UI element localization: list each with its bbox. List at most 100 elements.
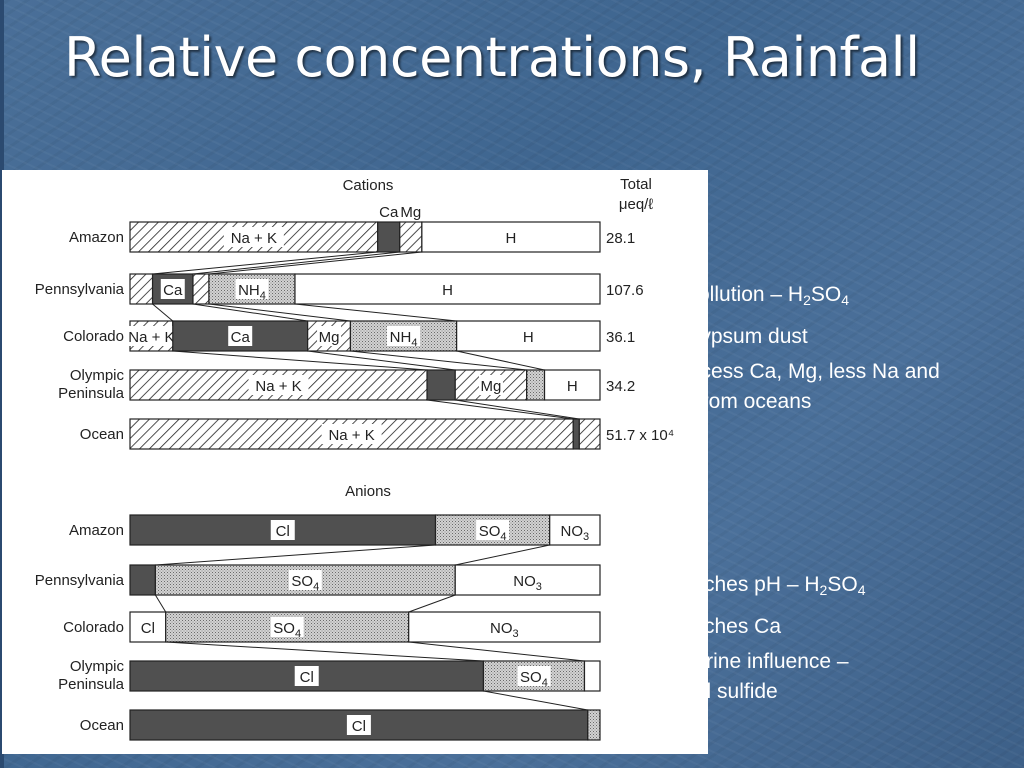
anion-connector-2-1 <box>165 641 484 662</box>
ion-concentration-chart: Cations Total μeq/ℓ Na + K H Amazon 28.1 Ca NH4​… <box>35 176 674 741</box>
cation-category-olympic-peninsula-line2: Peninsula <box>58 385 125 402</box>
cation-label-bg-pennsylvania-h <box>435 279 460 299</box>
anion-label-colorado-so4: SO4​ <box>273 620 301 640</box>
anion-label-olympic-peninsula-cl: Cl <box>300 669 314 686</box>
anion-bar-pennsylvania-cl <box>129 564 156 596</box>
anion-chart-title: Anions <box>345 483 391 500</box>
cation-connector-2-1 <box>172 350 428 371</box>
anion-label-bg-amazon-no3 <box>558 520 592 540</box>
cation-connector-0-3 <box>208 251 422 275</box>
cation-connector-2-4 <box>456 350 545 371</box>
anion-label-bg-amazon-so4 <box>476 520 510 540</box>
note-so4-ph: SO4 matches pH – H2SO4 <box>625 573 866 598</box>
cation-bar-ocean-mg <box>578 418 601 450</box>
anion-bar-olympic-peninsula-no3 <box>583 660 601 692</box>
cation-connector-1-4 <box>294 303 457 322</box>
anion-label-colorado-cl: Cl <box>141 620 155 637</box>
cation-category-pennsylvania: Pennsylvania <box>35 281 125 298</box>
cation-label-olympic-peninsula-na-k: Na + K <box>255 378 301 395</box>
note-pollution: Pollution – H2SO4 <box>684 283 850 308</box>
total-units: μeq/ℓ <box>619 196 653 213</box>
cation-label-olympic-peninsula-h: H <box>567 378 578 395</box>
total-header: Total <box>620 176 652 193</box>
anion-category-pennsylvania: Pennsylvania <box>35 572 125 589</box>
cation-bar-amazon-mg <box>399 221 423 253</box>
anion-label-bg-colorado-so4 <box>270 617 304 637</box>
cation-label-colorado-na-k: Na + K <box>128 329 174 346</box>
note-gypsum: Gypsum dust <box>684 325 808 348</box>
cation-category-olympic-peninsula-line1: Olympic <box>70 367 125 384</box>
cation-label-bg-olympic-peninsula-na-k <box>248 375 309 395</box>
cation-connector-1-1 <box>152 303 174 322</box>
anion-bar-ocean-so4 <box>587 709 601 741</box>
anion-label-pennsylvania-so4: SO4​ <box>291 573 319 593</box>
anion-connector-1-2 <box>408 594 456 613</box>
cation-total-olympic-peninsula: 34.2 <box>606 378 635 395</box>
cation-chart-title: Cations <box>343 177 394 194</box>
cation-label-bg-amazon-na-k <box>223 227 284 247</box>
cation-label-bg-colorado-mg <box>317 326 342 346</box>
anion-label-bg-pennsylvania-so4 <box>288 570 322 590</box>
cation-label-bg-pennsylvania-ca <box>160 279 185 299</box>
cation-bar-pennsylvania-mg <box>192 273 210 305</box>
cation-connector-3-1 <box>426 399 574 420</box>
cation-label-colorado-mg: Mg <box>319 329 340 346</box>
cation-label-ocean-na-k: Na + K <box>328 427 374 444</box>
cation-label-pennsylvania-h: H <box>442 282 453 299</box>
anion-label-bg-colorado-no3 <box>487 617 521 637</box>
cation-label-bg-amazon-h <box>498 227 523 247</box>
cation-label-bg-pennsylvania-nh4 <box>235 279 269 299</box>
anion-category-colorado: Colorado <box>63 619 124 636</box>
anion-label-bg-olympic-peninsula-so4 <box>517 666 551 686</box>
anion-label-amazon-no3: NO3​ <box>561 523 590 543</box>
anion-label-amazon-so4: SO4​ <box>479 523 507 543</box>
cation-category-amazon: Amazon <box>69 229 124 246</box>
note-so4-marine: SO4 marine influence – dimethyl sulfide <box>633 650 849 703</box>
cation-category-ocean: Ocean <box>80 426 124 443</box>
anion-category-olympic-peninsula-line2: Peninsula <box>58 676 125 693</box>
cation-connector-0-1 <box>152 251 378 275</box>
anion-label-bg-colorado-cl <box>135 617 160 637</box>
cation-bar-amazon-ca <box>377 221 401 253</box>
anion-label-colorado-no3: NO3​ <box>490 620 519 640</box>
cation-label-colorado-h: H <box>523 329 534 346</box>
anion-label-ocean-cl: Cl <box>352 718 366 735</box>
cation-connector-2-3 <box>350 350 527 371</box>
note-excess-ca-mg: Excess Ca, Mg, less Na and K from oceans <box>676 360 940 413</box>
cation-connector-2-2 <box>307 350 456 371</box>
cation-label-amazon-h: H <box>506 230 517 247</box>
cation-label-amazon-na-k: Na + K <box>231 230 277 247</box>
cation-total-colorado: 36.1 <box>606 329 635 346</box>
anion-label-bg-pennsylvania-no3 <box>511 570 545 590</box>
anion-connector-0-1 <box>155 544 436 566</box>
cation-total-ocean: 51.7 x 10⁴ <box>606 427 674 444</box>
cation-label-bg-colorado-ca <box>228 326 253 346</box>
cation-label-colorado-ca: Ca <box>231 329 251 346</box>
cation-label-pennsylvania-ca: Ca <box>163 282 183 299</box>
slide-title: Relative concentrations, Rainfall <box>64 26 920 89</box>
cation-category-colorado: Colorado <box>63 328 124 345</box>
cation-bar-olympic-peninsula-nh4 <box>526 369 546 401</box>
anion-category-ocean: Ocean <box>80 717 124 734</box>
anion-label-olympic-peninsula-so4: SO4​ <box>520 669 548 689</box>
anion-category-olympic-peninsula-line1: Olympic <box>70 658 125 675</box>
cation-total-amazon: 28.1 <box>606 230 635 247</box>
cation-bar-olympic-peninsula-ca <box>426 369 456 401</box>
cation-connector-1-2 <box>192 303 308 322</box>
cation-label-bg-colorado-h <box>516 326 541 346</box>
cation-connector-1-3 <box>208 303 351 322</box>
anion-label-pennsylvania-no3: NO3​ <box>513 573 542 593</box>
cation-bar-ocean-ca <box>572 418 580 450</box>
anion-connector-1-1 <box>154 594 167 613</box>
figure-panel: Cations Total μeq/ℓ Na + K H Amazon 28.1 Ca NH4​… <box>2 170 708 754</box>
cation-total-pennsylvania: 107.6 <box>606 282 644 299</box>
anion-category-amazon: Amazon <box>69 522 124 539</box>
cation-connector-3-2 <box>455 399 580 420</box>
anion-connector-3-1 <box>483 690 588 711</box>
cation-label-olympic-peninsula-mg: Mg <box>481 378 502 395</box>
anion-label-bg-amazon-cl <box>270 520 295 540</box>
cation-label-pennsylvania-nh4: NH4​ <box>238 282 266 302</box>
anion-label-bg-ocean-cl <box>346 715 371 735</box>
cation-label-bg-colorado-nh4 <box>387 326 421 346</box>
cation-label-colorado-nh4: NH4​ <box>390 329 418 349</box>
